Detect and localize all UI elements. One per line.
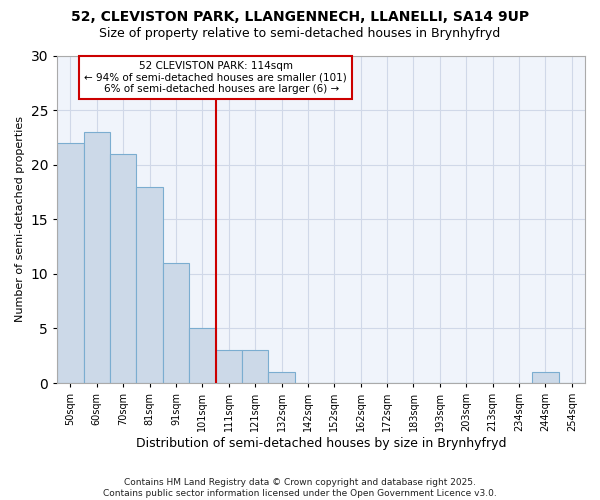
Bar <box>189 328 215 383</box>
Bar <box>136 186 163 383</box>
Bar <box>110 154 136 383</box>
Bar <box>268 372 295 383</box>
Bar <box>215 350 242 383</box>
Bar <box>83 132 110 383</box>
Text: 52 CLEVISTON PARK: 114sqm
← 94% of semi-detached houses are smaller (101)
    6%: 52 CLEVISTON PARK: 114sqm ← 94% of semi-… <box>84 61 347 94</box>
Bar <box>532 372 559 383</box>
Bar <box>242 350 268 383</box>
Bar <box>163 263 189 383</box>
Bar <box>57 143 83 383</box>
Text: Size of property relative to semi-detached houses in Brynhyfryd: Size of property relative to semi-detach… <box>100 28 500 40</box>
Text: 52, CLEVISTON PARK, LLANGENNECH, LLANELLI, SA14 9UP: 52, CLEVISTON PARK, LLANGENNECH, LLANELL… <box>71 10 529 24</box>
Y-axis label: Number of semi-detached properties: Number of semi-detached properties <box>15 116 25 322</box>
Text: Contains HM Land Registry data © Crown copyright and database right 2025.
Contai: Contains HM Land Registry data © Crown c… <box>103 478 497 498</box>
X-axis label: Distribution of semi-detached houses by size in Brynhyfryd: Distribution of semi-detached houses by … <box>136 437 506 450</box>
